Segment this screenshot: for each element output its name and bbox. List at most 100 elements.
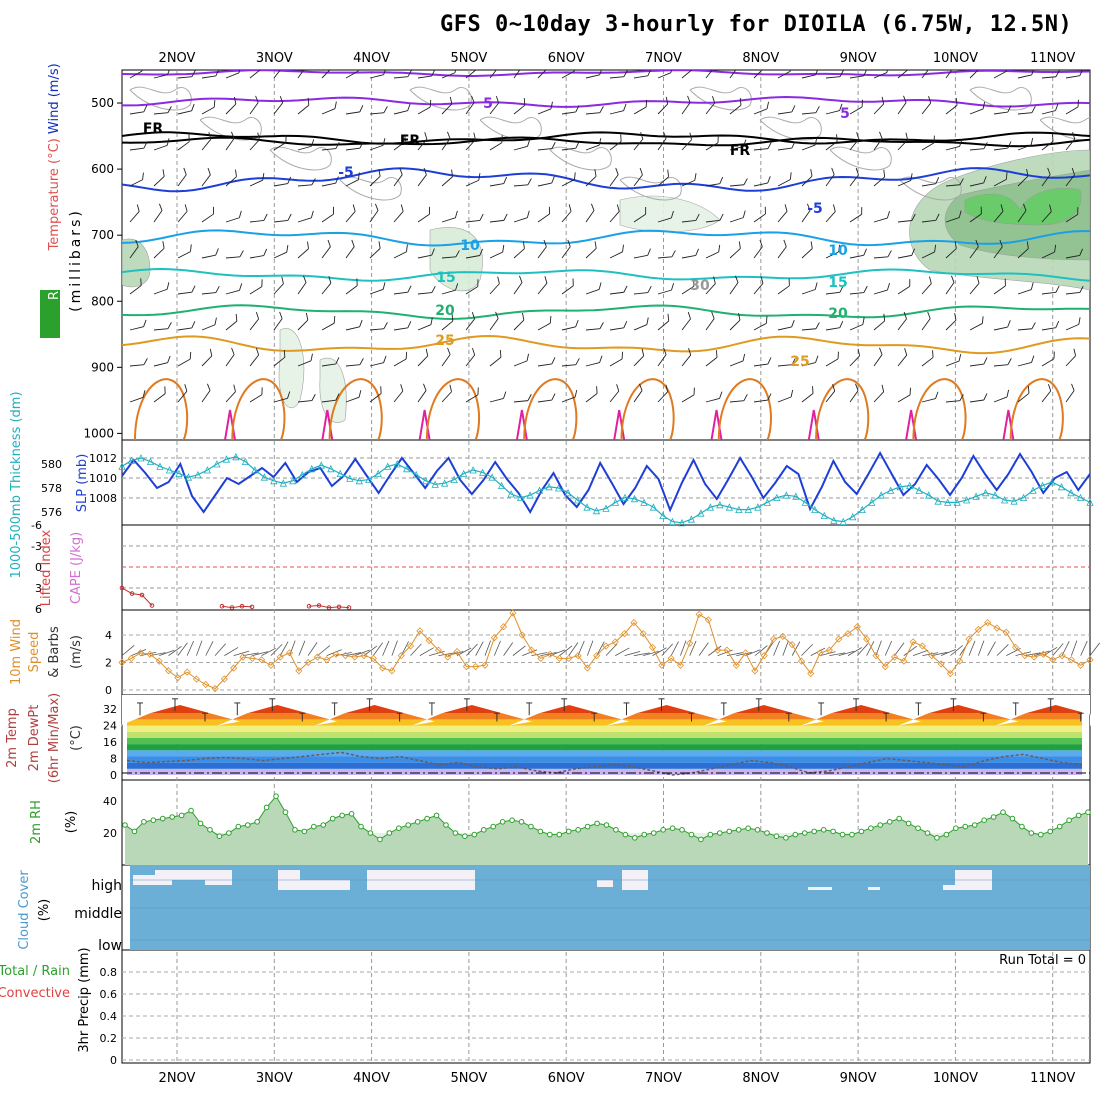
rh-point bbox=[622, 831, 629, 838]
barb-shaft bbox=[729, 360, 744, 367]
barb-shaft bbox=[1065, 292, 1080, 295]
barb-flag bbox=[575, 105, 580, 113]
barb-shaft bbox=[321, 363, 336, 367]
lifted-index-point bbox=[239, 603, 245, 609]
wind-speed-point bbox=[183, 668, 191, 676]
wind-barb bbox=[537, 239, 547, 259]
wind-speed-point bbox=[285, 649, 294, 657]
barb-flag bbox=[549, 316, 552, 324]
barb-flag bbox=[598, 282, 602, 290]
barb-flag bbox=[929, 276, 932, 284]
wind-barb bbox=[609, 285, 628, 295]
temp-color-band bbox=[127, 768, 1082, 775]
barb-flag bbox=[954, 241, 957, 249]
barb-flag bbox=[1071, 383, 1075, 391]
surface-wind-barb bbox=[829, 652, 846, 657]
wind-speed-point bbox=[1058, 652, 1066, 660]
barb-flag bbox=[933, 135, 935, 143]
wind-barb bbox=[441, 313, 454, 331]
barb-shaft bbox=[1017, 74, 1032, 79]
barb-shaft bbox=[441, 176, 453, 187]
rh-point bbox=[858, 828, 865, 835]
contour-label: 20 bbox=[828, 306, 848, 322]
rh-point bbox=[1047, 828, 1054, 835]
barb-shaft bbox=[777, 326, 792, 331]
wind-barb bbox=[513, 241, 525, 259]
rh-point bbox=[971, 822, 978, 828]
thickness-point bbox=[497, 481, 506, 489]
barb-shaft bbox=[585, 362, 600, 367]
barb-flag bbox=[766, 101, 770, 109]
thickness-point bbox=[535, 486, 544, 494]
rh-point bbox=[282, 809, 289, 816]
barb-shaft bbox=[249, 70, 262, 79]
wind-speed-point bbox=[648, 643, 657, 651]
barb-shaft bbox=[681, 286, 695, 295]
wind-barb bbox=[969, 142, 988, 151]
barb-flag bbox=[1055, 70, 1060, 77]
barb-flag bbox=[356, 278, 358, 286]
wind-barb bbox=[801, 203, 811, 223]
wind-speed-point bbox=[937, 660, 945, 668]
surface-wind-barb bbox=[968, 640, 976, 656]
barb-shaft bbox=[465, 139, 476, 151]
barb-shaft bbox=[969, 213, 982, 223]
wind-barb bbox=[465, 248, 484, 259]
rh-point bbox=[414, 819, 421, 825]
wind-speed-point bbox=[425, 636, 433, 645]
rh-point bbox=[1009, 815, 1016, 822]
barb-shaft bbox=[825, 110, 840, 115]
wind-barb bbox=[225, 250, 244, 259]
barb-shaft bbox=[729, 184, 744, 187]
wind-barb bbox=[321, 101, 337, 115]
wind-barb bbox=[537, 101, 553, 115]
barb-shaft bbox=[657, 103, 669, 115]
barb-shaft bbox=[1017, 175, 1029, 187]
barb-flag bbox=[214, 317, 217, 325]
run-total-annotation: Run Total = 0 bbox=[999, 953, 1086, 968]
temperature-contour bbox=[122, 136, 1090, 148]
barb-flag bbox=[310, 353, 313, 361]
wind-barb bbox=[801, 169, 813, 187]
thickness-point bbox=[1076, 493, 1085, 501]
barb-flag bbox=[935, 213, 940, 221]
wind-barb bbox=[273, 391, 291, 403]
thickness-point bbox=[365, 475, 373, 483]
wind-barb bbox=[777, 105, 796, 115]
thickness-point bbox=[830, 516, 838, 524]
barb-flag bbox=[1072, 132, 1076, 140]
thickness-point bbox=[526, 491, 534, 499]
barb-flag bbox=[1030, 282, 1034, 290]
wind-barb bbox=[633, 70, 652, 79]
barb-shaft bbox=[249, 139, 260, 151]
wind-speed-point bbox=[890, 653, 899, 661]
surface-wind-barb bbox=[977, 640, 985, 656]
wind-speed-point bbox=[779, 632, 787, 640]
surface-wind-barb bbox=[279, 641, 289, 656]
wind-speed-point bbox=[881, 663, 889, 671]
barb-flag bbox=[405, 351, 408, 360]
wind-barb bbox=[1041, 384, 1052, 403]
wind-barb bbox=[705, 96, 716, 115]
barb-shaft bbox=[321, 108, 336, 115]
wind-barb bbox=[177, 70, 196, 79]
rh-point bbox=[650, 830, 657, 836]
surface-wind-barb bbox=[633, 652, 650, 657]
barb-flag bbox=[311, 178, 316, 185]
wind-speed-point bbox=[769, 635, 778, 643]
barb-flag bbox=[263, 248, 268, 256]
barb-flag bbox=[1031, 355, 1035, 363]
barb-flag bbox=[447, 131, 451, 139]
barb-flag bbox=[423, 383, 427, 391]
barb-flag bbox=[551, 393, 556, 401]
barb-shaft bbox=[777, 285, 790, 295]
wind-barb bbox=[201, 99, 216, 115]
barb-flag bbox=[1023, 203, 1027, 211]
rh-contour bbox=[1039, 116, 1090, 141]
pressure-tick-label: 600 bbox=[91, 162, 114, 176]
thickness-point bbox=[203, 466, 212, 474]
temp-curve-mask bbox=[120, 695, 1100, 726]
wind-barb bbox=[873, 384, 885, 403]
barb-shaft bbox=[129, 285, 142, 295]
barb-shaft bbox=[849, 75, 864, 79]
